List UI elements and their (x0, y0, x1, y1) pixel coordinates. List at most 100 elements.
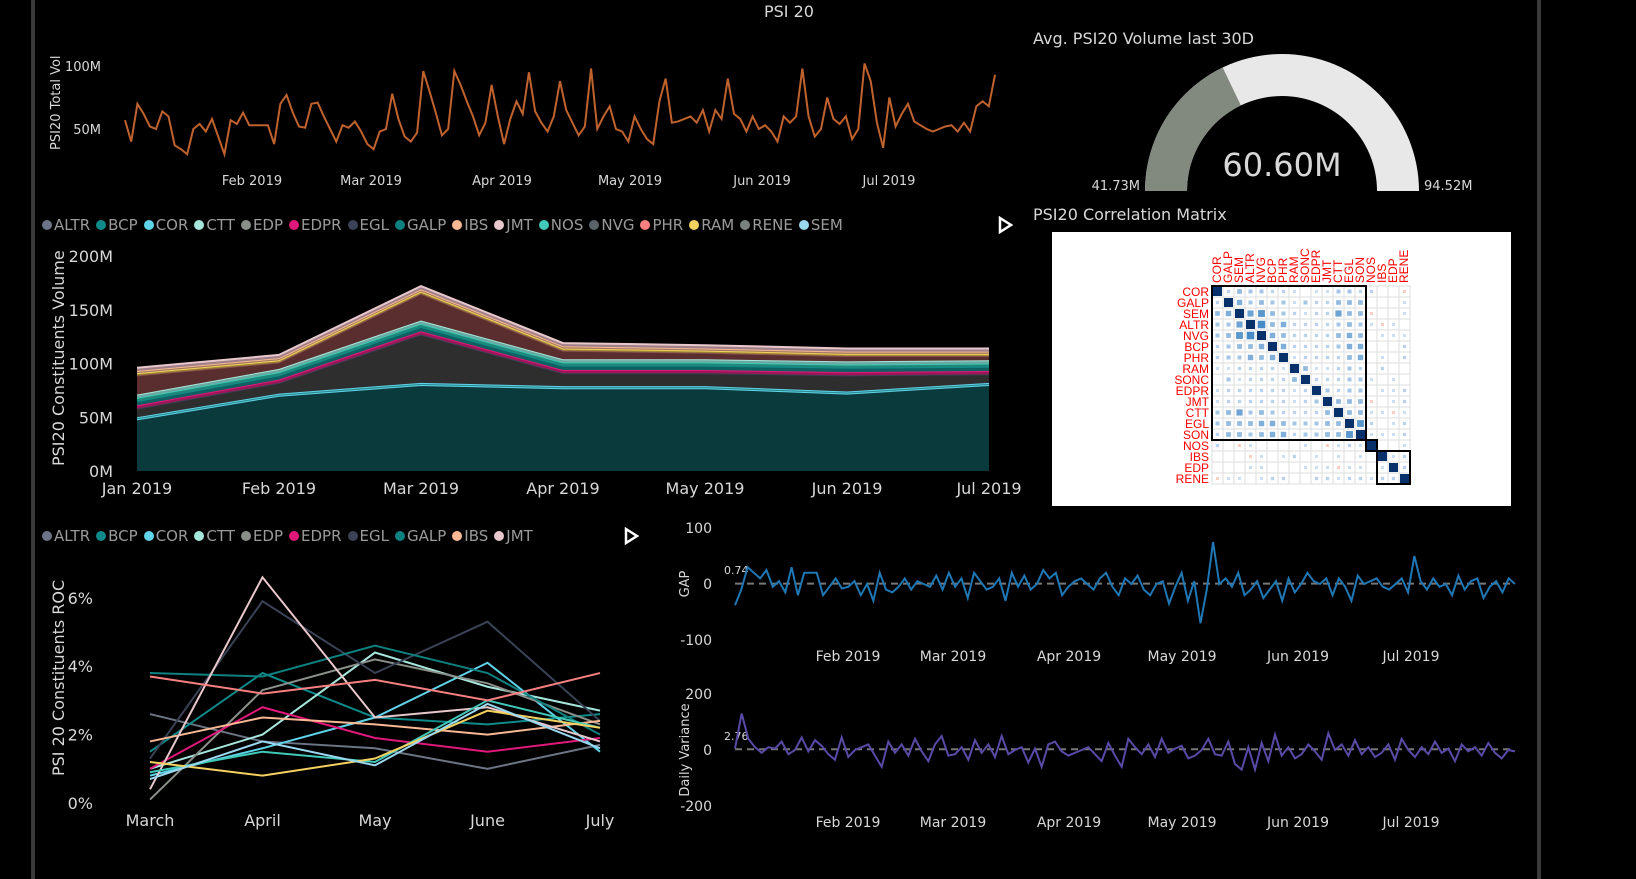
matrix-square (1336, 399, 1341, 404)
legend-item-galp[interactable]: GALP (394, 216, 446, 234)
matrix-square (1403, 312, 1406, 315)
matrix-square (1216, 477, 1219, 480)
matrix-cell (1387, 307, 1400, 320)
matrix-square (1391, 410, 1396, 415)
matrix-square (1270, 300, 1275, 305)
legend-dot-icon (689, 220, 700, 230)
x-tick-label: Apr 2019 (1037, 815, 1101, 831)
legend-item-bcp[interactable]: BCP (96, 527, 138, 545)
matrix-square (1259, 377, 1264, 382)
legend-next-icon[interactable] (622, 527, 642, 547)
matrix-cell (1365, 351, 1378, 364)
legend-label: EDP (252, 527, 284, 545)
legend-dot-icon (347, 220, 358, 230)
matrix-square (1213, 287, 1222, 296)
matrix-square (1237, 399, 1242, 404)
matrix-square (1270, 289, 1275, 294)
x-tick-label: Jun 2019 (1266, 815, 1329, 831)
matrix-square (1270, 377, 1275, 382)
matrix-square (1293, 356, 1296, 359)
area-bcp (137, 385, 989, 471)
matrix-square (1314, 399, 1319, 404)
legend-label: CTT (206, 527, 235, 545)
legend-item-rene[interactable]: RENE (740, 216, 793, 234)
matrix-square (1226, 289, 1231, 294)
legend-item-ctt[interactable]: CTT (194, 216, 235, 234)
roc-line-edp (149, 658, 601, 801)
legend-item-edp[interactable]: EDP (240, 216, 283, 234)
matrix-cell (1255, 439, 1268, 452)
row-label: ALTR (1179, 318, 1209, 332)
legend-item-galp[interactable]: GALP (394, 527, 446, 545)
matrix-square (1402, 465, 1407, 470)
matrix-square (1292, 333, 1297, 338)
matrix-cell (1299, 472, 1312, 485)
x-tick-label: Feb 2019 (222, 174, 282, 189)
legend-item-bcp[interactable]: BCP (96, 216, 138, 234)
matrix-square (1336, 377, 1341, 382)
x-tick-label: July (585, 811, 615, 830)
matrix-square (1215, 344, 1220, 349)
legend-item-nvg[interactable]: NVG (589, 216, 634, 234)
matrix-square (1236, 409, 1243, 416)
legend-item-altr[interactable]: ALTR (42, 527, 90, 545)
legend-item-edpr[interactable]: EDPR (289, 527, 342, 545)
legend-item-cor[interactable]: COR (143, 216, 189, 234)
legend-dot-icon (96, 220, 107, 230)
matrix-square (1326, 444, 1329, 447)
matrix-square (1323, 397, 1332, 406)
legend-item-jmt[interactable]: JMT (494, 527, 533, 545)
roc-line-ctt (149, 651, 601, 770)
matrix-cell (1376, 285, 1389, 298)
legend-item-altr[interactable]: ALTR (42, 216, 90, 234)
matrix-square (1403, 290, 1406, 293)
legend-next-icon[interactable] (996, 216, 1016, 236)
matrix-square (1281, 377, 1286, 382)
matrix-square (1314, 300, 1319, 305)
matrix-square (1336, 366, 1341, 371)
matrix-square (1226, 421, 1231, 426)
x-tick-label: March (126, 811, 175, 830)
legend-item-ctt[interactable]: CTT (194, 527, 235, 545)
matrix-square (1358, 311, 1363, 316)
matrix-square (1325, 300, 1330, 305)
matrix-square (1259, 300, 1264, 305)
legend-item-nos[interactable]: NOS (538, 216, 583, 234)
gauge-fill (1145, 67, 1241, 191)
matrix-square (1380, 366, 1385, 371)
legend-dot-icon (589, 220, 600, 230)
line-jmt (136, 285, 989, 369)
matrix-square (1215, 421, 1220, 426)
x-tick-label: Jul 2019 (862, 174, 916, 189)
legend-item-ibs[interactable]: IBS (452, 527, 488, 545)
cluster-box (1376, 450, 1411, 485)
legend-label: EDPR (301, 216, 342, 234)
matrix-square (1248, 388, 1253, 393)
matrix-square (1325, 311, 1330, 316)
matrix-square (1281, 388, 1286, 393)
legend-item-ibs[interactable]: IBS (452, 216, 488, 234)
column-label: COR (1210, 256, 1224, 283)
legend-item-phr[interactable]: PHR (640, 216, 683, 234)
matrix-square (1226, 333, 1231, 338)
matrix-square (1281, 410, 1286, 415)
legend-item-jmt[interactable]: JMT (494, 216, 533, 234)
matrix-square (1314, 322, 1319, 327)
legend-item-edp[interactable]: EDP (240, 527, 284, 545)
matrix-square (1381, 323, 1384, 326)
legend-item-edpr[interactable]: EDPR (289, 216, 342, 234)
legend-item-ram[interactable]: RAM (689, 216, 734, 234)
matrix-square (1336, 300, 1341, 305)
legend-dot-icon (452, 220, 463, 230)
legend-label: COR (155, 216, 189, 234)
legend-item-cor[interactable]: COR (143, 527, 188, 545)
matrix-square (1402, 344, 1407, 349)
legend-item-sem[interactable]: SEM (798, 216, 843, 234)
matrix-square (1314, 355, 1319, 360)
legend-item-egl[interactable]: EGL (347, 216, 389, 234)
matrix-square (1237, 366, 1242, 371)
correlation-matrix[interactable]: COR COR GALP GALP SEM SEM ALTR ALTR NVG NVG BCP BCP… (1052, 232, 1511, 506)
matrix-square (1325, 355, 1330, 360)
legend-item-egl[interactable]: EGL (347, 527, 389, 545)
column-label: RENE (1397, 250, 1411, 283)
